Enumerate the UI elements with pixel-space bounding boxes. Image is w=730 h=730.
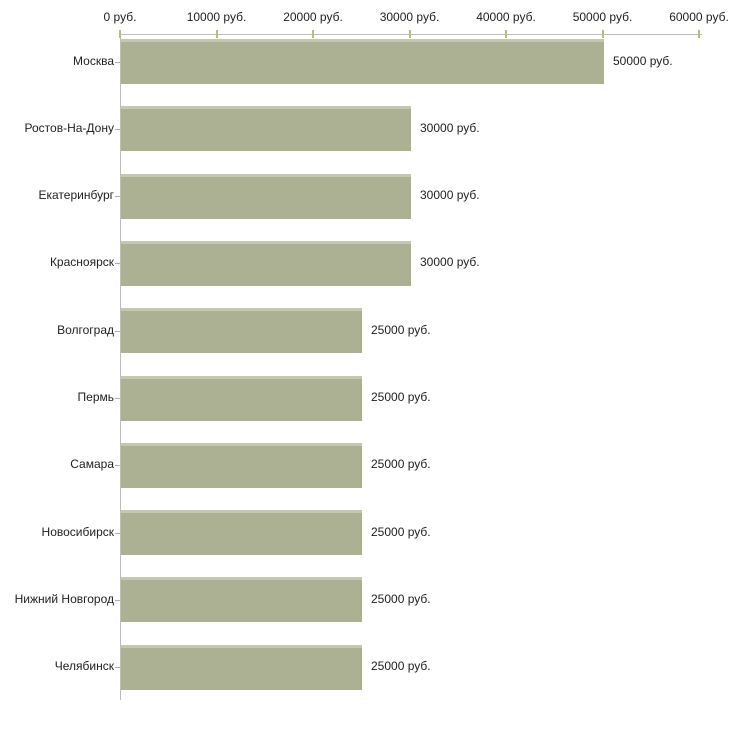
bar: [121, 106, 411, 152]
bar: [121, 375, 362, 421]
bar: [121, 644, 362, 690]
y-tick-mark: [115, 330, 120, 332]
bar: [121, 240, 411, 286]
y-axis-line: [120, 34, 121, 700]
x-tick-label: 10000 руб.: [186, 10, 247, 24]
x-tick-label: 30000 руб.: [379, 10, 440, 24]
value-label: 25000 руб.: [371, 659, 431, 674]
bar: [121, 308, 362, 354]
bar: [121, 577, 362, 623]
value-label: 25000 руб.: [371, 524, 431, 539]
value-label: 25000 руб.: [371, 457, 431, 472]
x-tick-mark: [698, 30, 700, 38]
y-tick-mark: [115, 599, 120, 601]
value-label: 30000 руб.: [420, 188, 480, 203]
category-label: Нижний Новгород: [14, 591, 114, 606]
category-label: Москва: [73, 53, 114, 68]
value-label: 25000 руб.: [371, 322, 431, 337]
x-tick-label: 40000 руб.: [476, 10, 536, 24]
bar: [121, 442, 362, 488]
category-label: Красноярск: [49, 255, 114, 270]
value-label: 25000 руб.: [371, 591, 431, 606]
x-tick-mark: [408, 30, 411, 38]
x-tick-mark: [312, 30, 314, 38]
value-label: 25000 руб.: [371, 390, 431, 404]
value-label: 30000 руб.: [420, 120, 480, 135]
value-label: 50000 руб.: [613, 53, 673, 68]
category-label: Волгоград: [57, 322, 114, 337]
y-tick-mark: [115, 61, 120, 63]
x-tick-label: 0 руб.: [103, 10, 137, 24]
y-tick-mark: [115, 398, 120, 399]
category-label: Самара: [70, 457, 114, 472]
category-label: Екатеринбург: [38, 188, 115, 203]
x-tick-label: 20000 руб.: [283, 10, 343, 24]
y-tick-mark: [115, 667, 120, 669]
bar: [121, 173, 411, 219]
y-tick-mark: [115, 263, 120, 265]
x-tick-label: 50000 руб.: [572, 10, 633, 24]
y-tick-mark: [115, 128, 120, 130]
category-label: Пермь: [77, 390, 114, 404]
x-tick-label: 60000 руб.: [669, 10, 729, 24]
y-tick-mark: [115, 465, 120, 467]
bar: [121, 510, 362, 556]
x-tick-mark: [601, 30, 604, 38]
x-axis-line: [120, 34, 702, 35]
bar: [121, 39, 604, 84]
category-label: Ростов-На-Дону: [24, 120, 114, 135]
category-label: Челябинск: [54, 659, 114, 674]
value-label: 30000 руб.: [420, 255, 480, 270]
y-tick-mark: [115, 196, 120, 198]
y-tick-mark: [115, 532, 120, 534]
category-label: Новосибирск: [41, 524, 114, 539]
x-tick-mark: [215, 30, 218, 38]
x-tick-mark: [119, 30, 121, 38]
x-tick-mark: [505, 30, 507, 38]
